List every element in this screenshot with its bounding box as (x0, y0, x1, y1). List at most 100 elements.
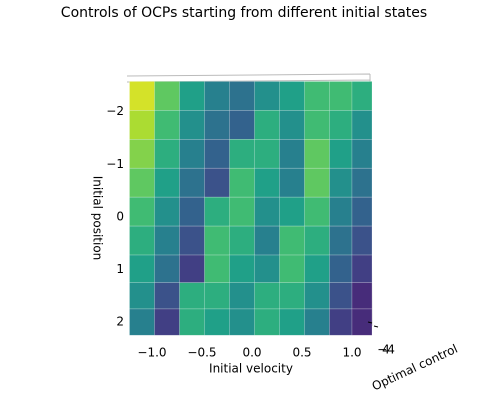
surface-cell (179, 138, 205, 169)
surface-cell (304, 254, 330, 283)
surface-cell (204, 196, 230, 227)
x-tick-label: −0.5 (187, 346, 216, 360)
surface-cell (329, 81, 353, 111)
x-tick-label: −1.0 (137, 346, 166, 360)
y-axis-label: Initial position (91, 176, 105, 261)
z-tick-label: 4 (382, 343, 390, 357)
surface-cell (154, 81, 180, 111)
surface-cell (304, 81, 330, 111)
surface-cell (154, 138, 180, 169)
surface-cell (229, 110, 255, 140)
surface-cell (129, 254, 155, 283)
surface-cell (329, 110, 353, 140)
surface-cell (254, 225, 280, 256)
surface-cell (179, 282, 205, 310)
surface-cell (351, 282, 373, 310)
surface-cell (129, 138, 155, 169)
y-tick-label: −2 (106, 104, 124, 118)
surface-cell (154, 196, 180, 227)
surface-cell (154, 225, 180, 256)
surface-cell (329, 167, 353, 198)
surface-cell (179, 254, 205, 283)
x-tick-label: 1.0 (342, 346, 361, 360)
surface-cell (279, 225, 305, 256)
surface-cell (279, 308, 305, 336)
surface-cell (229, 81, 255, 111)
surface-cell (304, 196, 330, 227)
surface-cell (229, 254, 255, 283)
surface-cell (179, 308, 205, 336)
surface-cell (254, 254, 280, 283)
surface-cell (351, 308, 373, 336)
surface-cell (204, 254, 230, 283)
y-tick-label: 1 (116, 262, 124, 276)
surface-cell (129, 282, 155, 310)
surface-cell (304, 308, 330, 336)
surface-cell (179, 81, 205, 111)
surface-cell (304, 282, 330, 310)
surface-cell (229, 282, 255, 310)
surface-cell (254, 308, 280, 336)
surface-cell (304, 110, 330, 140)
surface-cell (254, 282, 280, 310)
surface-cell (204, 282, 230, 310)
surface-cell (254, 167, 280, 198)
surface-cell (304, 138, 330, 169)
surface-cell (254, 81, 280, 111)
surface-cell (351, 225, 373, 256)
surface-cell (351, 110, 373, 140)
surface-cell (279, 196, 305, 227)
surface-cell (154, 282, 180, 310)
surface-cell (204, 167, 230, 198)
surface-cell (329, 282, 353, 310)
surface-cell (329, 254, 353, 283)
surface-cell (129, 110, 155, 140)
surface-cell (229, 225, 255, 256)
surface-cell (154, 167, 180, 198)
surface-cell (129, 308, 155, 336)
surface-cell (129, 196, 155, 227)
surface-cell (179, 225, 205, 256)
x-axis-label: Initial velocity (209, 362, 293, 376)
surface-cell (279, 138, 305, 169)
surface-cell (254, 110, 280, 140)
surface-cell (279, 110, 305, 140)
surface-cell (179, 110, 205, 140)
surface-cell (154, 254, 180, 283)
y-tick-label: 2 (116, 315, 124, 329)
z-tick-label: −4 (377, 343, 395, 357)
surface-cell (304, 167, 330, 198)
surface-cell (351, 138, 373, 169)
surface-cell (254, 196, 280, 227)
surface-cell (129, 167, 155, 198)
surface-cell (129, 225, 155, 256)
surface-cell (204, 225, 230, 256)
surface-cell (154, 110, 180, 140)
z-tick (373, 325, 379, 328)
surface-cell (204, 110, 230, 140)
surface-cell (204, 81, 230, 111)
surface-cell (351, 196, 373, 227)
surface-cell (204, 138, 230, 169)
surface-cell (279, 167, 305, 198)
y-tick-label: −1 (106, 157, 124, 171)
surface-cell (279, 254, 305, 283)
surface-cell (204, 308, 230, 336)
y-tick-label: 0 (116, 209, 124, 223)
surface-cell (329, 225, 353, 256)
surface-cell (179, 196, 205, 227)
x-tick-label: 0.0 (242, 346, 261, 360)
surface-cell (329, 196, 353, 227)
surface-cell (179, 167, 205, 198)
surface-cell (229, 308, 255, 336)
surface-cell (229, 167, 255, 198)
surface-cell (254, 138, 280, 169)
surface-cell (154, 308, 180, 336)
z-tick (367, 321, 373, 324)
surface-cell (329, 138, 353, 169)
surface-cell (351, 254, 373, 283)
chart-title: Controls of OCPs starting from different… (61, 5, 427, 21)
surface-cell (351, 167, 373, 198)
surface-cell (329, 308, 353, 336)
